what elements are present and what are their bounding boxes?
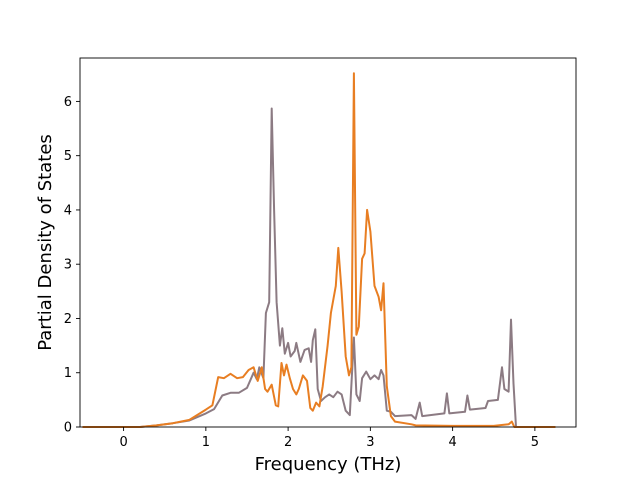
y-tick-label: 1 bbox=[64, 366, 72, 381]
x-tick-label: 1 bbox=[202, 435, 210, 450]
y-tick-label: 0 bbox=[64, 421, 72, 436]
series-layer bbox=[82, 72, 556, 428]
y-tick-label: 3 bbox=[64, 258, 72, 273]
plot-frame bbox=[79, 57, 577, 428]
x-tick-label: 3 bbox=[366, 435, 374, 450]
y-axis-label: Partial Density of States bbox=[35, 134, 56, 351]
x-tick-label: 4 bbox=[448, 435, 456, 450]
y-tick-label: 5 bbox=[64, 149, 72, 164]
x-tick-label: 2 bbox=[284, 435, 292, 450]
series-line-1 bbox=[82, 107, 556, 428]
x-tick-label: 0 bbox=[119, 435, 127, 450]
x-axis-label: Frequency (THz) bbox=[255, 454, 402, 475]
y-tick-label: 4 bbox=[64, 203, 72, 218]
x-axis-ticks: 0 1 2 3 4 5 bbox=[119, 427, 539, 450]
y-tick-label: 2 bbox=[64, 312, 72, 327]
series-line-2 bbox=[82, 72, 556, 428]
x-tick-label: 5 bbox=[531, 435, 539, 450]
y-tick-label: 6 bbox=[64, 95, 72, 110]
y-axis-ticks: 0 1 2 3 4 5 6 bbox=[64, 95, 80, 436]
